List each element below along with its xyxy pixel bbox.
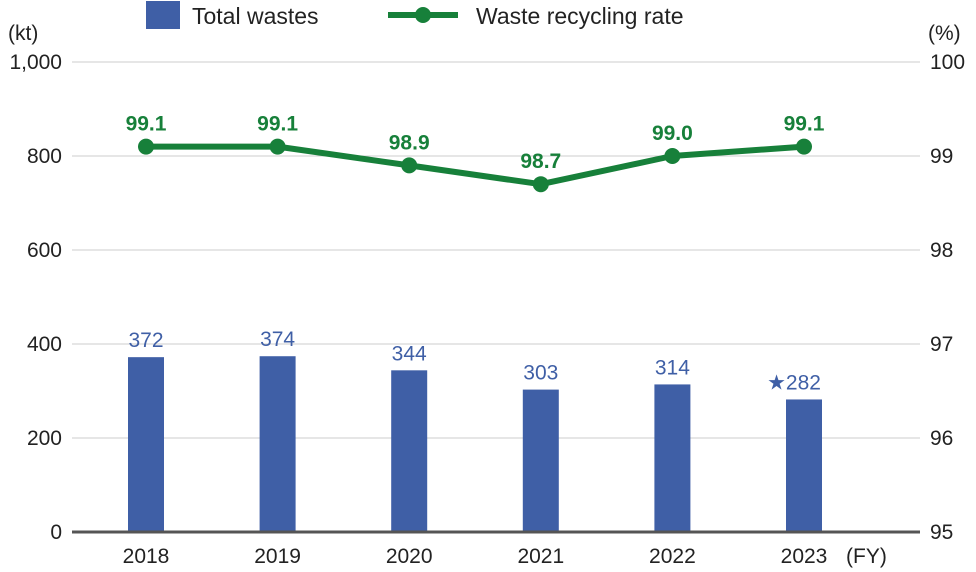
right-tick-label: 97 bbox=[930, 333, 953, 356]
recycling-rate-path bbox=[146, 143, 805, 188]
axes: 0 200 400 600 800 1,000 95 96 97 98 99 100 2018 2019 2… bbox=[9, 51, 965, 568]
legend-marker bbox=[415, 7, 431, 23]
legend-label-total-wastes: Total wastes bbox=[192, 3, 319, 29]
x-tick-label: 2018 bbox=[123, 545, 170, 568]
legend-swatch-total-wastes bbox=[146, 1, 180, 29]
bar-value-label: 344 bbox=[392, 342, 427, 365]
left-tick-label: 0 bbox=[50, 521, 62, 544]
x-tick-label: 2019 bbox=[254, 545, 301, 568]
bar-total-wastes bbox=[786, 399, 822, 532]
bar-value-label: 303 bbox=[523, 362, 558, 385]
legend: Total wastes Waste recycling rate bbox=[146, 1, 684, 29]
bar-value-label: ★282 bbox=[767, 371, 821, 394]
bar-value-label: 372 bbox=[128, 329, 163, 352]
right-tick-label: 100 bbox=[930, 51, 965, 74]
bar-total-wastes bbox=[391, 370, 428, 532]
bar-total-wastes bbox=[522, 389, 559, 532]
recycling-rate-label: 99.1 bbox=[257, 113, 298, 136]
bar-value-label: 314 bbox=[655, 356, 690, 379]
left-tick-label: 800 bbox=[27, 145, 62, 168]
recycling-rate-label: 99.1 bbox=[784, 113, 825, 136]
left-axis-unit: (kt) bbox=[8, 22, 38, 45]
x-tick-label: 2020 bbox=[386, 545, 433, 568]
right-tick-label: 98 bbox=[930, 239, 953, 262]
x-tick-label: 2023 bbox=[781, 545, 828, 568]
right-tick-label: 99 bbox=[930, 145, 953, 168]
recycling-rate-label: 98.7 bbox=[520, 150, 561, 173]
recycling-rate-label: 99.0 bbox=[652, 122, 693, 145]
right-tick-label: 95 bbox=[930, 521, 953, 544]
gridlines bbox=[72, 61, 920, 439]
left-tick-label: 600 bbox=[27, 239, 62, 262]
recycling-rate-point bbox=[401, 157, 418, 174]
bar-total-wastes bbox=[654, 384, 691, 532]
legend-label-recycling-rate: Waste recycling rate bbox=[476, 3, 684, 29]
recycling-rate-label: 99.1 bbox=[126, 113, 167, 136]
bar-value-label: 374 bbox=[260, 328, 295, 351]
recycling-rate-point bbox=[138, 138, 154, 155]
left-tick-label: 200 bbox=[27, 427, 62, 450]
x-tick-label: 2022 bbox=[649, 545, 696, 568]
recycling-rate-label: 98.9 bbox=[389, 131, 430, 154]
x-tick-label: 2021 bbox=[517, 545, 564, 568]
left-tick-label: 400 bbox=[27, 333, 62, 356]
x-axis-unit: (FY) bbox=[846, 545, 887, 568]
bar-total-wastes bbox=[128, 357, 164, 532]
bars: 372 374 344 303 314 ★282 bbox=[128, 328, 822, 532]
recycling-rate-point bbox=[532, 176, 549, 193]
right-axis-unit: (%) bbox=[928, 22, 961, 45]
recycling-rate-point bbox=[664, 148, 681, 164]
recycling-rate-point bbox=[269, 138, 286, 155]
recycling-rate-line: 99.1 99.1 98.9 98.7 99.0 99.1 bbox=[126, 113, 825, 193]
bar-total-wastes bbox=[259, 356, 296, 532]
right-tick-label: 96 bbox=[930, 427, 953, 450]
left-tick-label: 1,000 bbox=[9, 51, 62, 74]
recycling-rate-point bbox=[796, 138, 812, 155]
